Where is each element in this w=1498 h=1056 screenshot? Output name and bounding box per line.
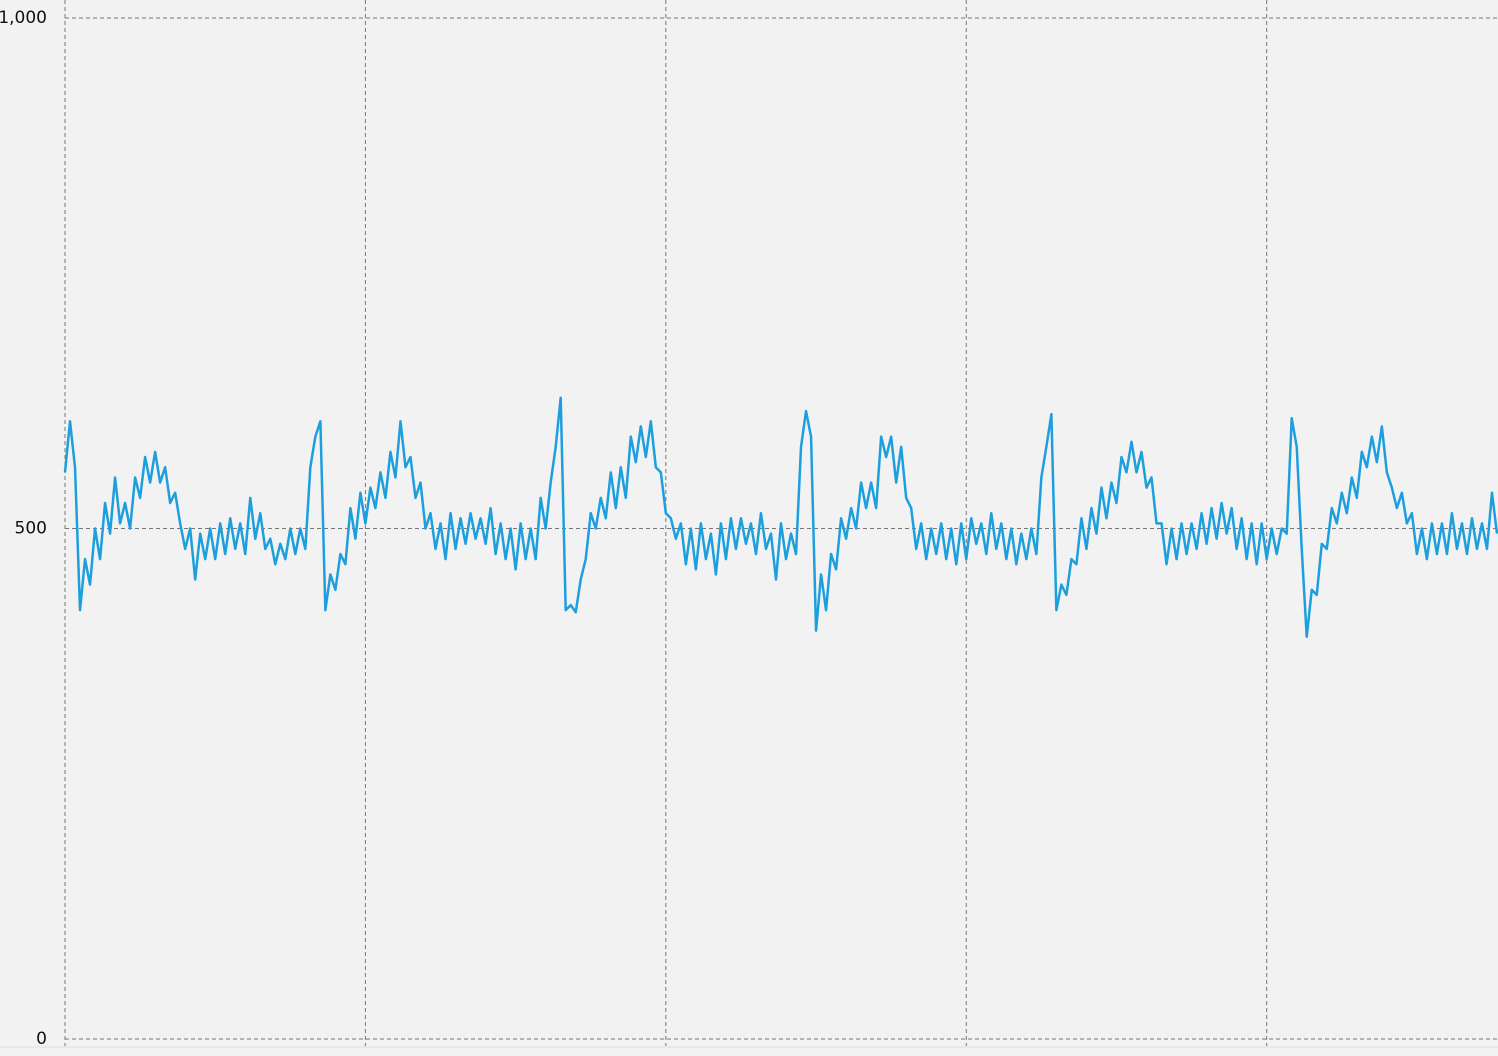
data-line [63,396,1498,638]
y-tick-label: 0 [36,1029,47,1049]
y-tick-label: 1,000 [0,8,47,28]
y-tick-label: 500 [15,519,47,539]
